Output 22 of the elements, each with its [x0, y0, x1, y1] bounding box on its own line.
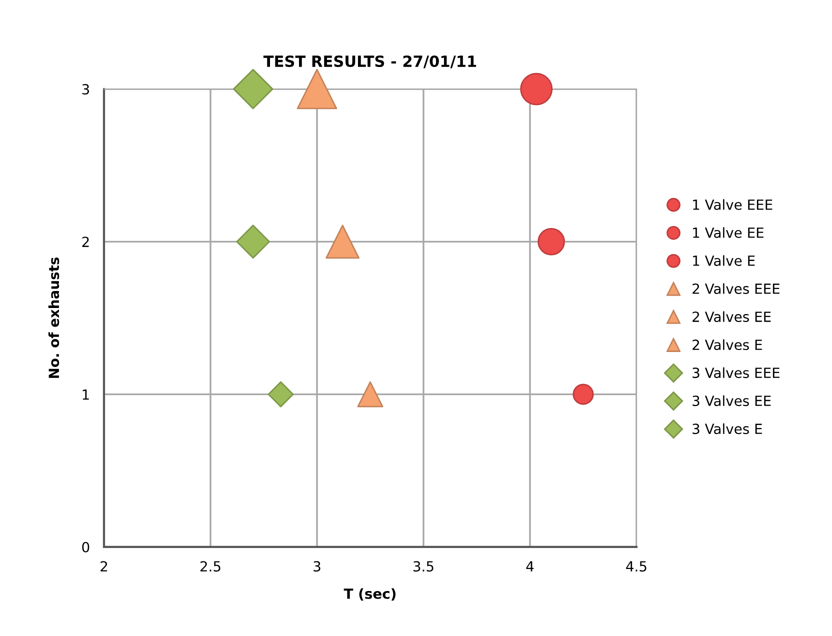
y-tick-label: 2	[82, 236, 89, 247]
legend-label: 3 Valves EE	[692, 395, 771, 406]
legend-label: 2 Valves EE	[692, 311, 771, 322]
legend-label: 1 Valve EEE	[693, 199, 772, 210]
x-tick-label: 3.5	[414, 561, 434, 572]
x-tick-label: 2	[100, 561, 108, 572]
legend-label: 1 Valve EE	[693, 227, 764, 238]
x-tick-label: 4.5	[626, 561, 646, 572]
y-tick-label: 0	[82, 542, 90, 552]
y-tick-label: 1	[82, 389, 89, 400]
x-tick-label: 3	[314, 561, 320, 572]
chart-title: TEST RESULTS - 27/01/11	[263, 55, 476, 68]
y-tick-label: 3	[82, 84, 89, 95]
legend-label: 1 Valve E	[693, 255, 755, 266]
y-axis-title: No. of exhausts	[48, 257, 60, 378]
x-axis-title: T (sec)	[344, 588, 396, 601]
x-tick-label: 4	[526, 561, 534, 572]
legend-label: 2 Valves E	[692, 339, 762, 350]
x-tick-label: 2.5	[200, 561, 220, 572]
legend-label: 3 Valves E	[692, 423, 762, 434]
legend-label: 3 Valves EEE	[692, 367, 780, 378]
legend-label: 2 Valves EEE	[692, 283, 780, 294]
